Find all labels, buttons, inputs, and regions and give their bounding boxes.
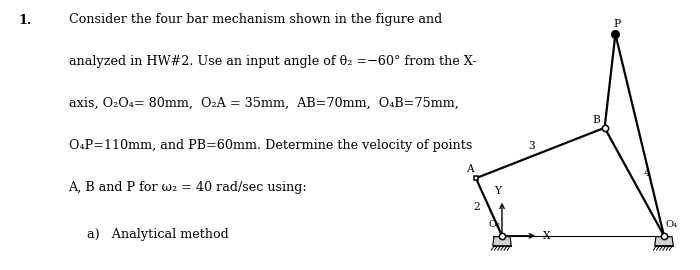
Text: A: A: [466, 164, 473, 174]
Text: P: P: [614, 19, 621, 29]
Text: analyzed in HW#2. Use an input angle of θ₂ =−60° from the X-: analyzed in HW#2. Use an input angle of …: [69, 55, 476, 68]
Text: a)   Analytical method: a) Analytical method: [88, 228, 229, 241]
Text: X: X: [542, 231, 550, 241]
Text: O₄: O₄: [666, 220, 678, 229]
Text: A, B and P for ω₂ = 40 rad/sec using:: A, B and P for ω₂ = 40 rad/sec using:: [69, 181, 307, 194]
Text: 3: 3: [528, 141, 535, 151]
Text: 1.: 1.: [19, 14, 32, 26]
Text: B: B: [592, 115, 600, 125]
Text: O₄P=110mm, and PB=60mm. Determine the velocity of points: O₄P=110mm, and PB=60mm. Determine the ve…: [69, 139, 472, 152]
Polygon shape: [654, 237, 673, 246]
Text: 4: 4: [643, 168, 650, 178]
Text: O₂: O₂: [488, 220, 500, 229]
Text: 2: 2: [473, 202, 480, 212]
Text: axis, O₂O₄= 80mm,  O₂A = 35mm,  AB=70mm,  O₄B=75mm,: axis, O₂O₄= 80mm, O₂A = 35mm, AB=70mm, O…: [69, 97, 459, 110]
Polygon shape: [493, 237, 511, 246]
Text: Y: Y: [494, 186, 501, 196]
Text: Consider the four bar mechanism shown in the figure and: Consider the four bar mechanism shown in…: [69, 14, 442, 26]
